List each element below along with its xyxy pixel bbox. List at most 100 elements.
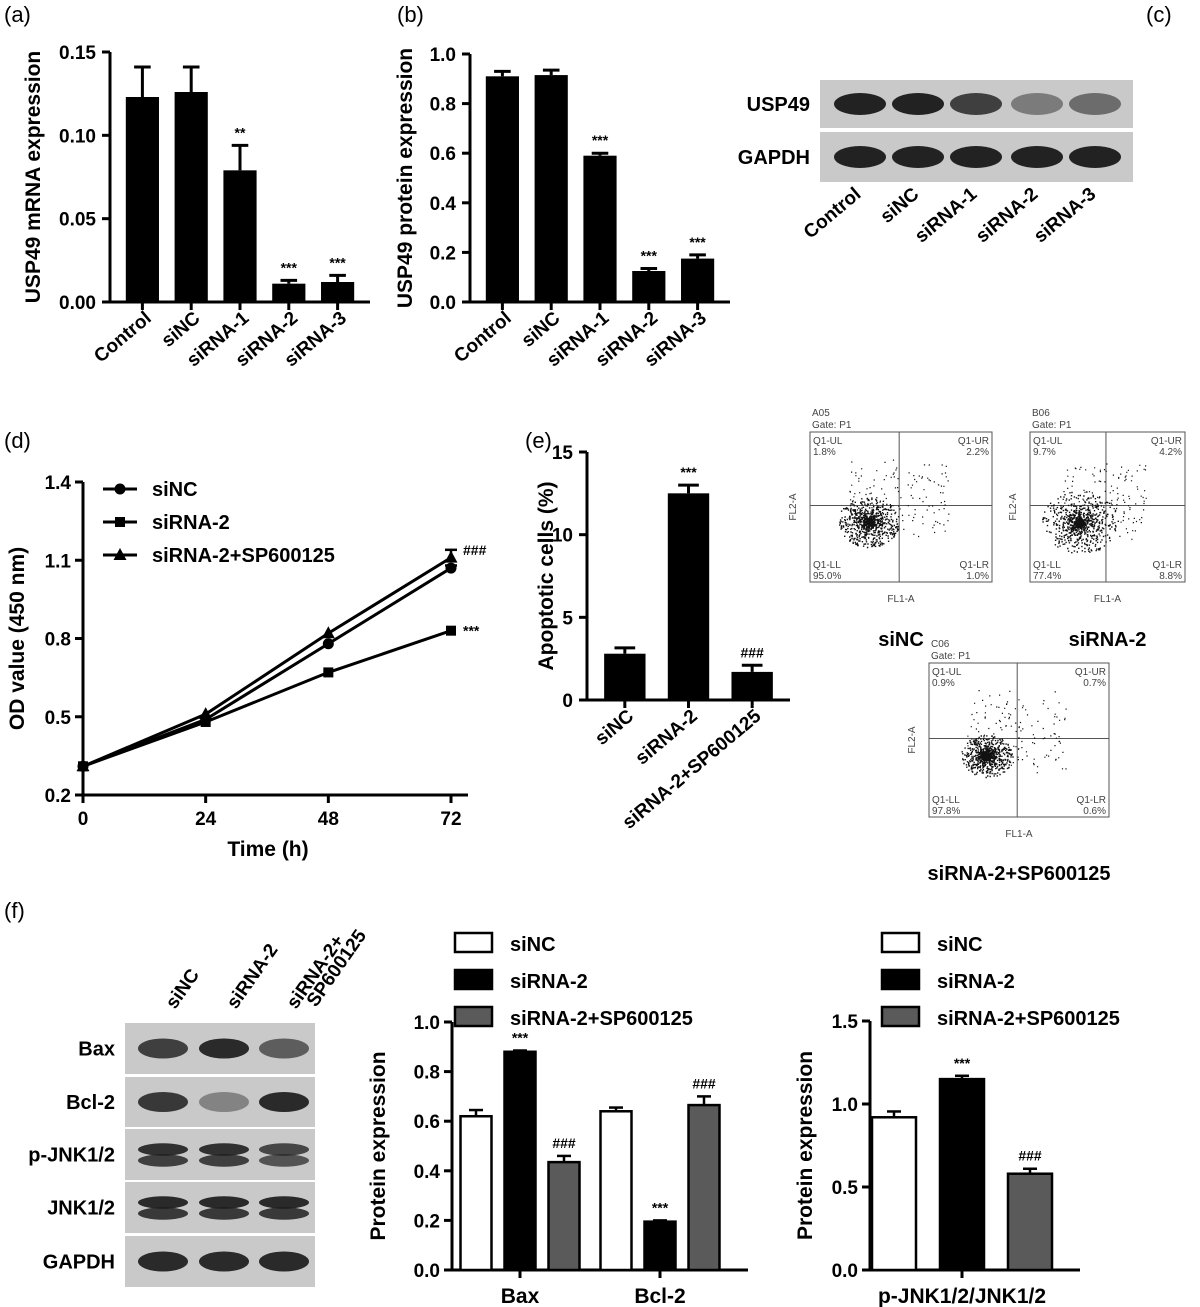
blot-band — [834, 93, 886, 115]
legend-swatch — [880, 931, 921, 954]
blot-row-label: Bax — [78, 1039, 115, 1061]
legend-swatch — [453, 931, 494, 954]
flow-sample-name: siRNA-2 — [1069, 629, 1147, 651]
x-tick-label: Bax — [501, 1285, 540, 1307]
blot-band — [199, 1207, 249, 1220]
panel-label-a: (a) — [4, 2, 31, 27]
quadrant-label: Q1-UL — [932, 667, 962, 678]
legend-label: siNC — [510, 934, 556, 956]
significance-label: ** — [235, 124, 246, 140]
panel-label-c: (c) — [1146, 2, 1172, 27]
x-tick-label: p-JNK1/2/JNK1/2 — [878, 1285, 1046, 1307]
legend-swatch — [453, 1005, 494, 1028]
y-tick-label: 1.0 — [430, 45, 456, 66]
x-tick-label: 48 — [318, 809, 339, 830]
legend-label: siRNA-2+SP600125 — [510, 1008, 693, 1030]
flow-event-cloud — [839, 459, 950, 549]
bar — [125, 97, 159, 302]
blot-row-label: JNK1/2 — [47, 1198, 115, 1220]
x-tick-label: Control — [450, 308, 515, 368]
marker-triangle — [76, 759, 90, 772]
y-tick-label: 1.1 — [45, 551, 72, 572]
blot-band — [1069, 93, 1121, 115]
legend-swatch — [453, 968, 494, 991]
marker-triangle — [444, 550, 458, 563]
y-tick-label: 0.2 — [430, 243, 456, 264]
bar — [583, 155, 617, 302]
blot-band — [138, 1251, 188, 1272]
blot-band — [950, 146, 1002, 168]
bar — [1006, 1172, 1054, 1272]
series-line — [82, 566, 452, 768]
flow-x-axis-label: FL1-A — [1005, 829, 1033, 840]
legend-label: siRNA-2 — [510, 971, 588, 993]
quadrant-label: Q1-LR — [1153, 560, 1182, 571]
y-tick-label: 1.5 — [832, 1012, 859, 1033]
y-tick-label: 0.15 — [59, 43, 96, 64]
blot-lane-label: Control — [800, 184, 865, 244]
blot-band — [199, 1092, 249, 1112]
bar — [174, 92, 208, 302]
marker-square — [446, 625, 456, 636]
quadrant-value: 8.8% — [1159, 571, 1182, 582]
bar — [534, 75, 568, 302]
bar — [938, 1077, 986, 1272]
flow-y-axis-label: FL2-A — [1008, 493, 1019, 521]
marker-triangle — [321, 626, 335, 639]
blot-row-label: GAPDH — [738, 147, 810, 169]
blot-lane-label: siNC — [162, 965, 204, 1013]
marker-square — [323, 667, 334, 678]
y-axis-title: OD value (450 nm) — [6, 547, 29, 730]
bar — [687, 1103, 721, 1272]
y-tick-label: 15 — [552, 443, 574, 464]
flow-sample-id: C06 — [931, 639, 950, 650]
panel-label-d: (d) — [4, 428, 31, 453]
legend-label: siRNA-2 — [152, 512, 230, 534]
significance-label: *** — [592, 132, 609, 148]
flow-frame — [928, 662, 1110, 818]
bar — [272, 283, 306, 302]
legend-label: siRNA-2+SP600125 — [152, 545, 335, 567]
blot-band — [892, 146, 944, 168]
y-axis-title: USP49 mRNA expression — [22, 51, 45, 303]
quadrant-value: 0.7% — [1083, 678, 1106, 689]
significance-label: ### — [740, 644, 764, 660]
flow-y-axis-label: FL2-A — [788, 493, 799, 521]
flow-frame — [809, 431, 993, 583]
marker-square — [115, 517, 125, 527]
y-tick-label: 0.8 — [430, 95, 456, 116]
quadrant-value: 4.2% — [1159, 447, 1182, 458]
bar — [604, 653, 646, 700]
quadrant-label: Q1-UL — [813, 436, 843, 447]
panel-label-b: (b) — [397, 2, 424, 27]
y-axis-title: Protein expression — [367, 1051, 390, 1240]
chart-f-protein-expression: 0.0 0.2 0.4 0.6 0.8 1.0 *** ### Bax *** ### Bcl-2 Pr… — [367, 931, 748, 1307]
marker-circle — [322, 638, 334, 650]
blot-band — [259, 1154, 309, 1167]
blot-lane-label: siNC — [877, 184, 924, 228]
flow-gate: Gate: P1 — [1032, 420, 1072, 431]
bar — [667, 493, 710, 700]
legend-label: siRNA-2 — [937, 971, 1015, 993]
flow-event-cloud — [961, 690, 1067, 779]
blot-band — [199, 1196, 249, 1209]
y-tick-label: 0.8 — [45, 630, 71, 651]
blot-row-label: USP49 — [747, 94, 810, 116]
y-tick-label: 1.0 — [414, 1013, 440, 1034]
bar — [599, 1110, 633, 1272]
y-tick-label: 0.05 — [59, 210, 96, 231]
flow-frame — [1029, 431, 1186, 583]
quadrant-label: Q1-LR — [960, 560, 989, 571]
significance-label: ### — [552, 1135, 576, 1151]
x-axis-title: Time (h) — [227, 838, 308, 861]
blot-band — [259, 1143, 309, 1156]
blot-lane-label: siRNA-2 — [223, 940, 283, 1013]
blot-band — [1011, 93, 1063, 115]
bar — [632, 271, 666, 302]
x-tick-label: 24 — [195, 809, 217, 830]
blot-band — [259, 1038, 309, 1059]
